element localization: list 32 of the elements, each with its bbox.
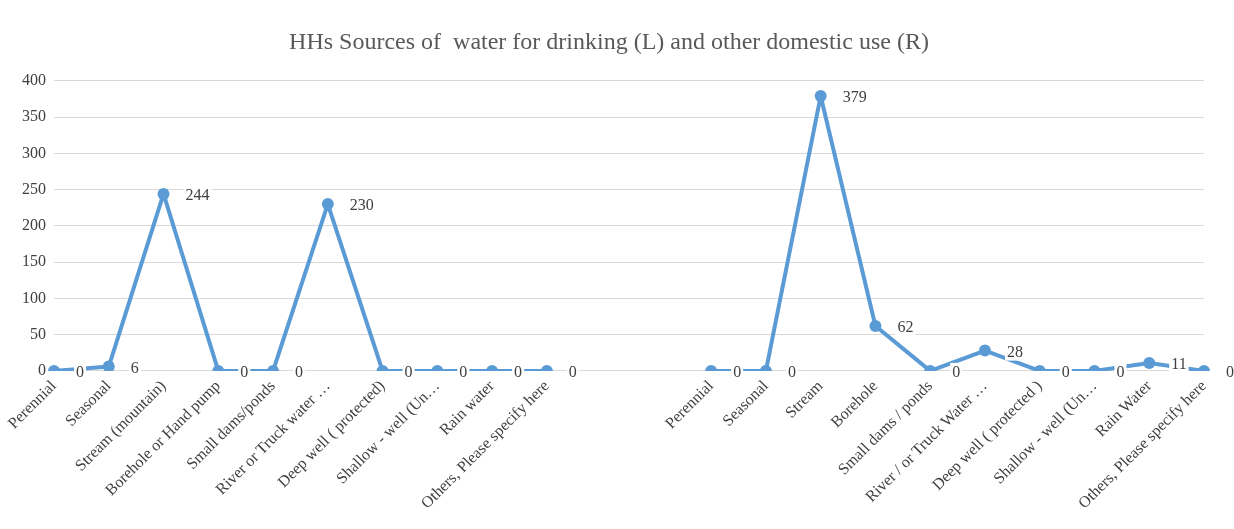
y-tick-label: 0 [38,361,46,379]
data-label: 0 [404,363,413,381]
data-label: 0 [240,363,249,381]
y-tick-label: 350 [22,107,46,125]
point [157,187,170,200]
y-tick-label: 50 [30,324,46,342]
data-label: 0 [952,363,961,381]
data-label: 0 [459,363,468,381]
y-tick-label: 100 [22,288,46,306]
data-label: 0 [76,363,84,381]
y-tick-label: 250 [22,179,46,197]
y-tick-label: 200 [22,216,46,234]
y-tick-label: 300 [22,143,46,161]
data-label: 28 [1006,342,1023,360]
data-label: 230 [349,196,374,214]
data-label: 0 [568,363,577,381]
chart-title: HHs Sources of water for drinking (L) and other domestic use (R) [289,27,929,54]
y-tick-label: 400 [22,71,46,88]
data-label: 0 [1061,363,1070,381]
data-label: 0 [1226,363,1234,381]
data-label: 0 [295,363,304,381]
data-label: 62 [897,318,914,336]
data-label: 0 [1116,363,1125,381]
data-label: 0 [733,363,742,381]
data-label: 11 [1171,355,1187,373]
data-label: 379 [842,88,867,106]
y-tick-label: 150 [22,252,46,270]
data-label: 0 [787,363,796,381]
data-label: 6 [130,358,139,376]
data-label: 244 [185,186,210,204]
data-label: 0 [514,363,523,381]
point [814,90,827,103]
